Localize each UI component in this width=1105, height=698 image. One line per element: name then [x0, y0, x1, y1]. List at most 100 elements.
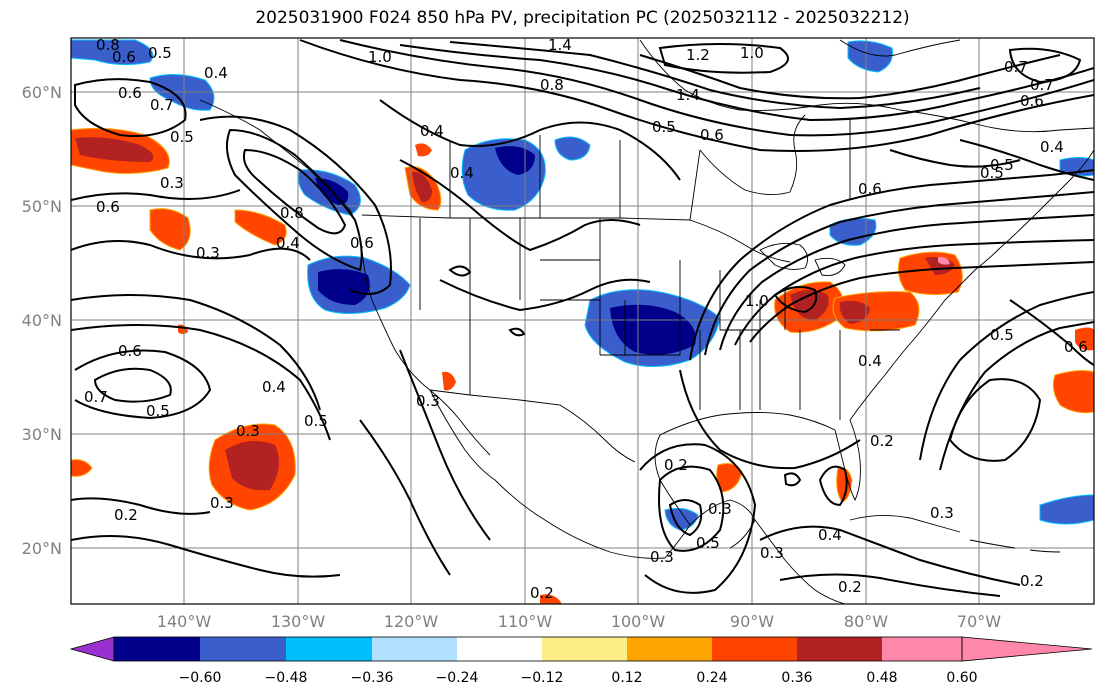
colorbar-segment: [712, 637, 797, 661]
contour-label: 1.4: [548, 36, 572, 54]
contour-caribbean: [759, 525, 1021, 586]
contour-label: 0.8: [280, 204, 304, 222]
contour-jet-2: [339, 39, 1094, 137]
colorbar-tick-label: 0.60: [946, 670, 977, 686]
contour-label: 0.2: [838, 578, 862, 596]
contour-caribbean-2: [779, 573, 1001, 597]
colorbar: −0.60 −0.48 −0.36 −0.24 −0.12 0.12 0.24 …: [69, 636, 1093, 686]
contour-east-jet-4: [734, 239, 1094, 346]
contour-label: 0.7: [150, 96, 174, 114]
colorbar-segment: [200, 637, 286, 661]
contour-atlantic-east: [1009, 299, 1094, 366]
pv-contour-lines: [71, 39, 1094, 597]
contour-jet-4: [449, 41, 981, 110]
contour-label: 0.3: [416, 392, 440, 410]
colorbar-segment-extend-low: [69, 636, 115, 662]
contour-label: 0.8: [540, 76, 564, 94]
contour-east-jet-3: [719, 214, 1094, 351]
neg-anomaly-canada-east-small: [554, 136, 591, 161]
contour-atlantic-ne: [959, 139, 1094, 181]
neg-anomaly-pacific-nw-core: [318, 269, 370, 305]
contour-label: 0.3: [650, 548, 674, 566]
contour-label: 0.5: [146, 402, 170, 420]
contour-jet-1: [299, 39, 1094, 152]
page-title: 2025031900 F024 850 hPa PV, precipitatio…: [255, 8, 910, 28]
contour-label: 0.5: [170, 128, 194, 146]
contour-east-jet-5: [749, 261, 1094, 343]
contour-label: 0.5: [990, 326, 1014, 344]
contour-label: 0.6: [112, 48, 136, 66]
contour-label: 0.6: [118, 84, 142, 102]
contour-label: 1.0: [745, 292, 769, 310]
contour-label: 0.2: [664, 456, 688, 474]
contour-east-jet-2: [704, 191, 1094, 356]
canada-provinces: [449, 120, 851, 221]
contour-central-canada-2: [399, 159, 641, 252]
contour-label: 0.6: [858, 180, 882, 198]
colorbar-tick-label: −0.12: [521, 670, 564, 686]
contour-label: 0.4: [420, 122, 444, 140]
contour-pacific-north-loop: [74, 78, 187, 137]
contour-label: 1.0: [368, 48, 392, 66]
lon-label-120w: 120°W: [384, 612, 439, 631]
contour-label: 0.6: [96, 198, 120, 216]
colorbar-tick-label: 0.36: [781, 670, 812, 686]
colorbar-frame: [113, 636, 963, 662]
us-mexico-border: [429, 389, 636, 463]
contour-label: 0.4: [858, 352, 882, 370]
florida-peninsula: [834, 419, 861, 502]
colorbar-tick-label: −0.24: [436, 670, 479, 686]
contour-pacific-wave: [71, 240, 311, 261]
contour-label-set: 0.8 0.6 0.5 0.4 1.0 1.4 1.2 1.0 0.7 0.6 …: [84, 36, 1088, 602]
contour-label: 0.5: [148, 44, 172, 62]
baja-california: [429, 389, 496, 481]
pos-anomaly-atlantic-central: [1052, 370, 1094, 414]
colorbar-segment: [797, 637, 882, 661]
colorbar-segment: [542, 637, 627, 661]
colorbar-segment-extend-high: [961, 636, 1093, 662]
colorbar-segment: [457, 637, 542, 661]
contour-label: 0.3: [708, 500, 732, 518]
contour-gulf-low: [658, 465, 725, 552]
lon-label-80w: 80°W: [844, 612, 888, 631]
us-west-coast: [361, 249, 461, 421]
lon-label-70w: 70°W: [957, 612, 1001, 631]
pos-anomaly-pacific-north-core: [75, 137, 154, 162]
pos-anomaly-mexico-west: [442, 371, 456, 391]
us-state-lines: [419, 218, 900, 420]
contour-yucatan-small: [783, 472, 802, 487]
pos-anomaly-subtropical-pacific-core: [225, 441, 279, 491]
contour-label: 0.3: [160, 174, 184, 192]
map-frame: [70, 37, 1095, 605]
colorbar-tick-label: 0.48: [866, 670, 897, 686]
contour-label: 0.3: [930, 504, 954, 522]
neg-anomaly-atlantic-east: [1039, 494, 1094, 525]
contour-pacific-mid: [71, 294, 321, 411]
contour-label: 0.3: [236, 422, 260, 440]
colorbar-tick-label: 0.24: [696, 670, 727, 686]
contour-mexico: [359, 419, 451, 576]
pos-anomaly-pacific-mid: [149, 208, 191, 251]
contour-label: 0.4: [1040, 138, 1064, 156]
contour-label: 0.5: [652, 118, 676, 136]
contour-trough-west-3: [199, 115, 392, 295]
contour-plains: [439, 278, 651, 312]
contour-label: 0.4: [276, 234, 300, 252]
contour-label: 0.2: [114, 506, 138, 524]
latitude-labels: 20°N 30°N 40°N 50°N 60°N: [22, 83, 62, 558]
lon-label-100w: 100°W: [611, 612, 666, 631]
pos-anomaly-canada-west-core: [412, 171, 432, 202]
colorbar-tick-label: −0.36: [351, 670, 394, 686]
contour-label: 0.6: [700, 126, 724, 144]
map-plot-area: 0.8 0.6 0.5 0.4 1.0 1.4 1.2 1.0 0.7 0.6 …: [71, 36, 1094, 604]
contour-jet-3: [399, 44, 1094, 122]
contour-label: 0.2: [1020, 572, 1044, 590]
pos-anomaly-mid-atlantic-core: [839, 300, 870, 324]
contour-pacific-low: [93, 367, 172, 403]
lat-label-20n: 20°N: [22, 539, 62, 558]
lat-label-30n: 30°N: [22, 425, 62, 444]
contour-label: 0.6: [118, 342, 142, 360]
contour-closed-north-1: [658, 43, 789, 74]
contour-atlantic-ridge: [919, 291, 1094, 461]
